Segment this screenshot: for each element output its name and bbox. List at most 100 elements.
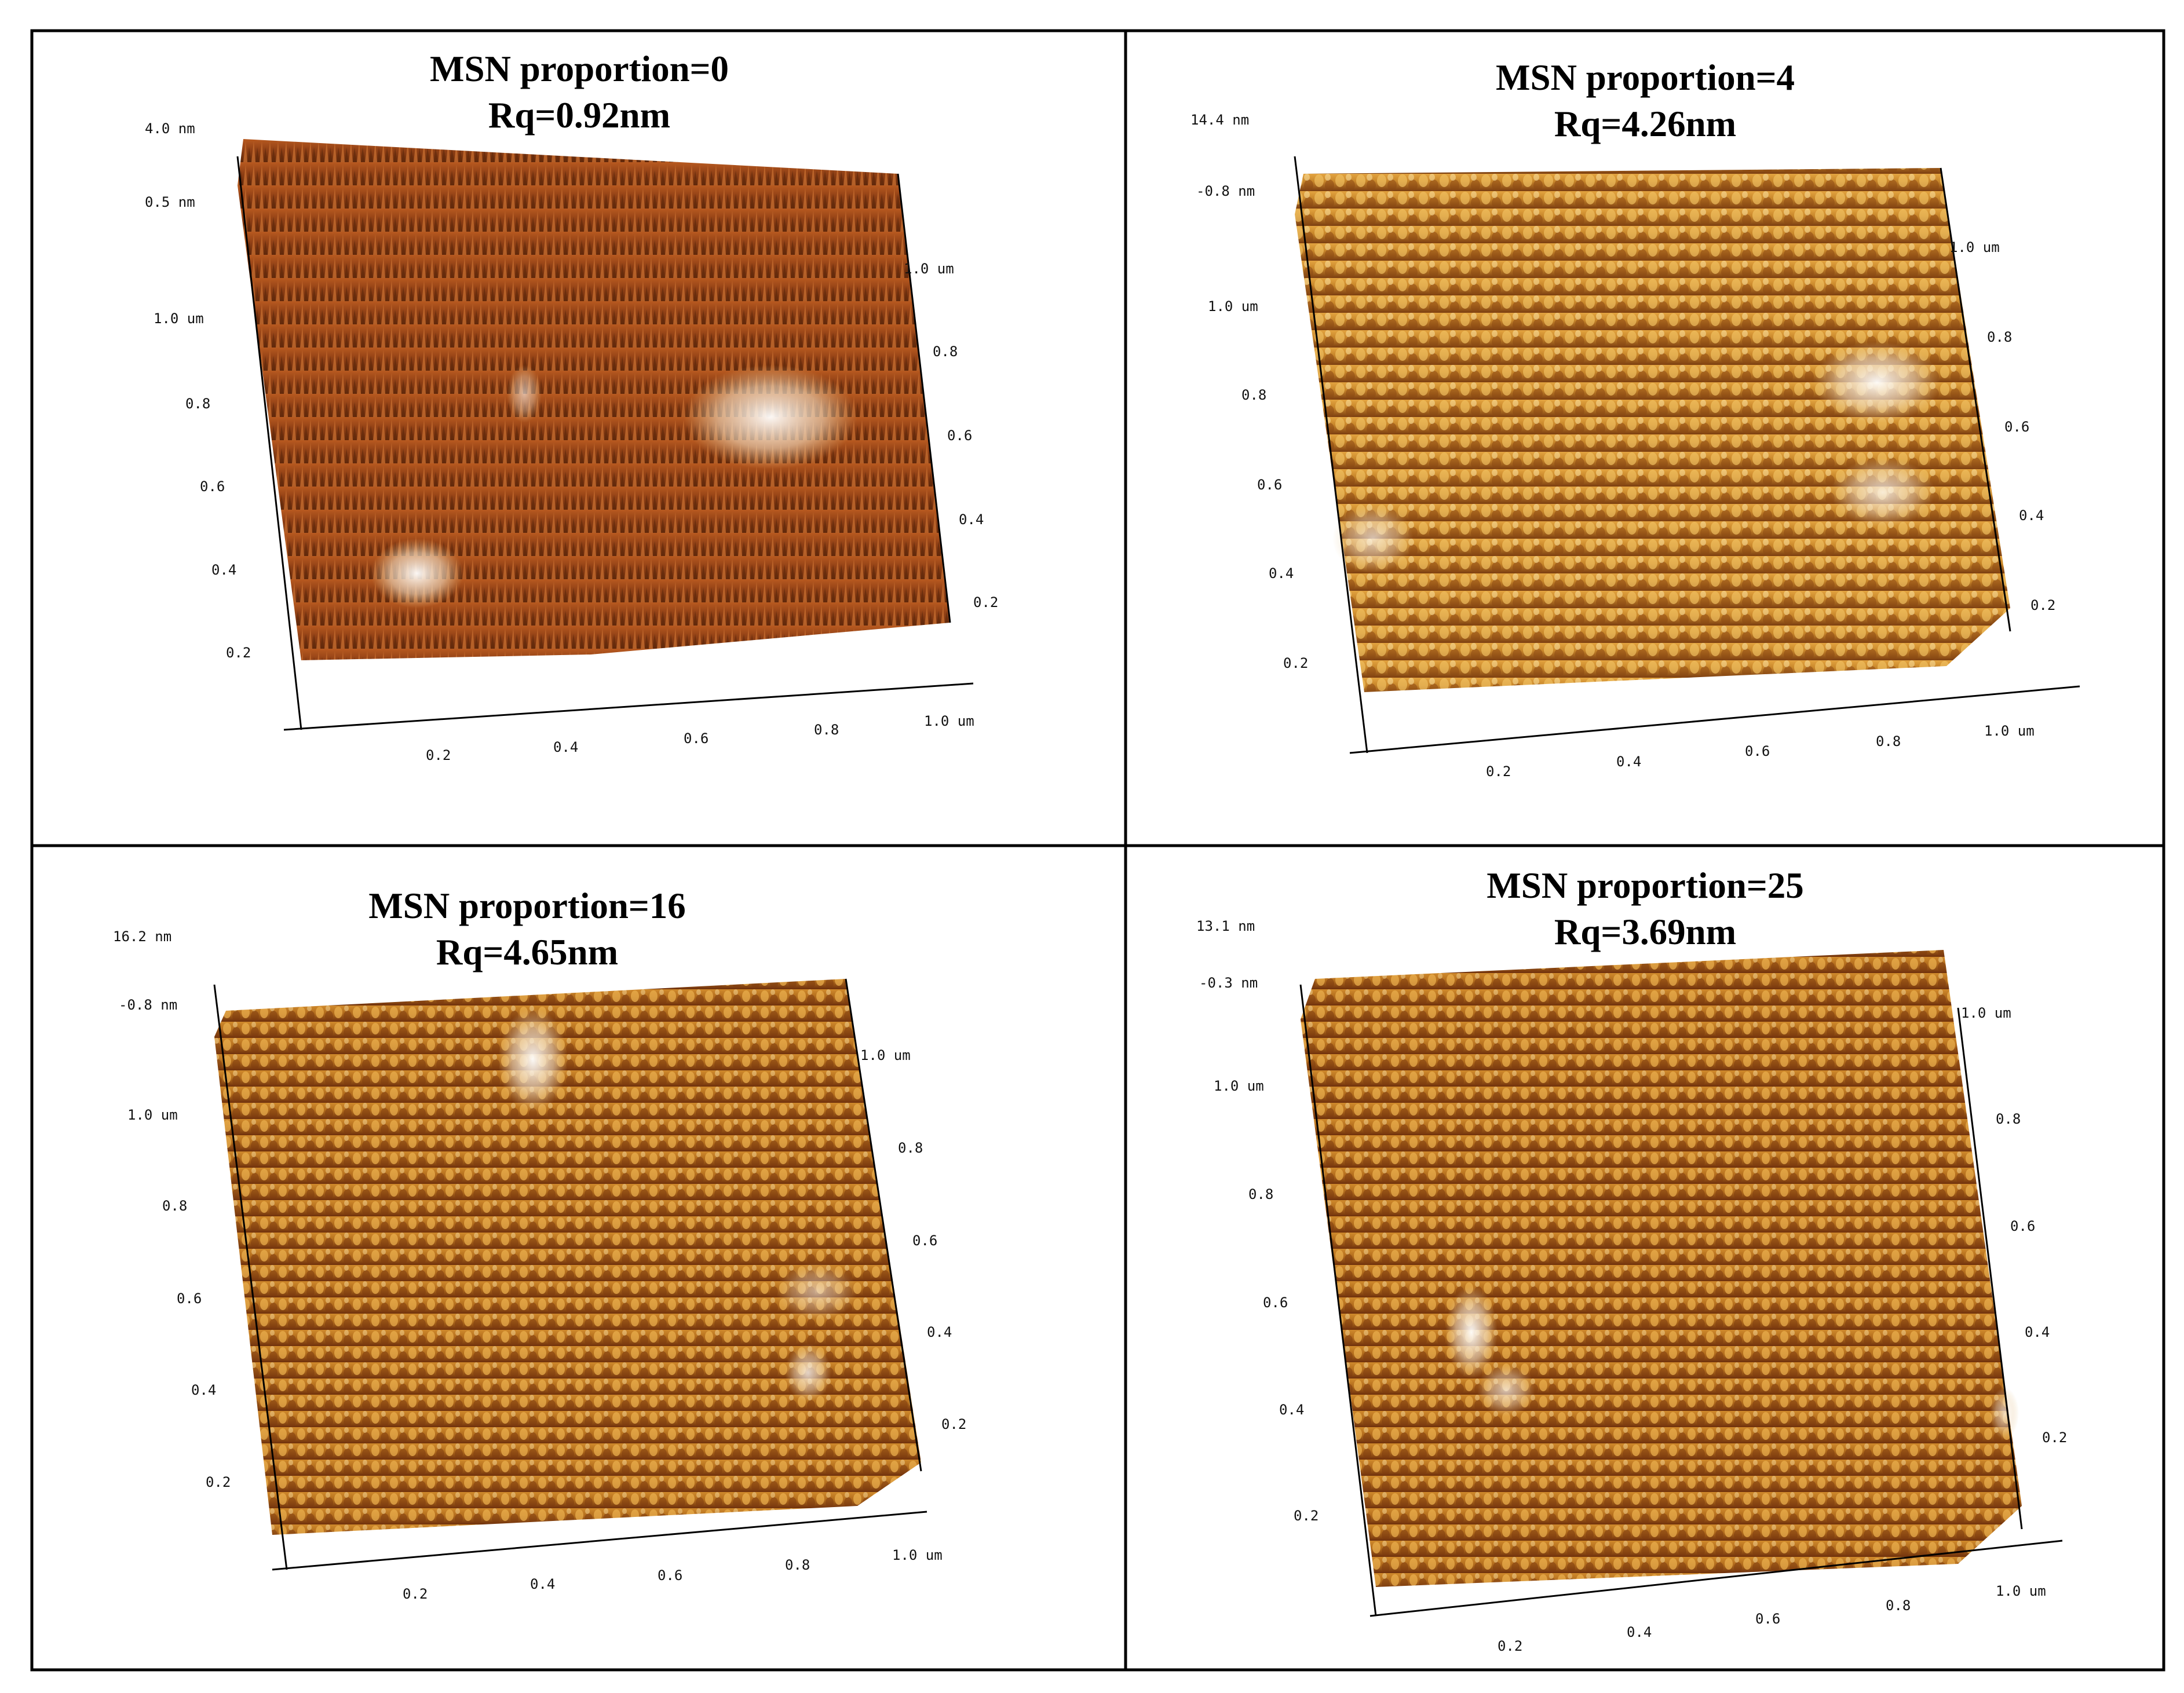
y-tick: 0.2 bbox=[1283, 655, 1308, 671]
right-tick: 1.0 um bbox=[1961, 1005, 2011, 1021]
y-axis bbox=[236, 156, 302, 730]
panel-msn-16: MSN proportion=16 Rq=4.65nm 16.2 nm -0.8… bbox=[113, 886, 966, 1602]
y-tick: 0.4 bbox=[211, 562, 236, 578]
y-tick: 0.8 bbox=[185, 396, 210, 412]
z-max-label: 16.2 nm bbox=[113, 928, 171, 945]
surface-highlight bbox=[776, 1263, 857, 1321]
x-axis bbox=[1369, 1540, 2063, 1617]
right-axis bbox=[845, 978, 922, 1472]
panel-rq: Rq=4.65nm bbox=[436, 932, 618, 972]
y-axis bbox=[1299, 984, 1377, 1617]
right-tick: 1.0 um bbox=[904, 261, 954, 277]
surface-highlight bbox=[371, 539, 463, 608]
x-tick: 1.0 um bbox=[1984, 723, 2035, 739]
panel-msn-0: MSN proportion=0 Rq=0.92nm 4.0 nm 0.5 nm… bbox=[145, 49, 998, 763]
z-mid-label: -0.8 nm bbox=[119, 997, 177, 1013]
y-tick: 0.8 bbox=[1248, 1186, 1273, 1202]
right-tick: 1.0 um bbox=[860, 1047, 911, 1063]
panel-title: MSN proportion=25 bbox=[1487, 865, 1804, 906]
x-tick: 0.4 bbox=[1616, 754, 1641, 770]
y-tick: 0.2 bbox=[1294, 1508, 1319, 1524]
y-tick: 0.2 bbox=[206, 1474, 231, 1490]
panel-title: MSN proportion=4 bbox=[1496, 57, 1795, 98]
z-mid-label: -0.8 nm bbox=[1196, 183, 1255, 199]
right-tick: 0.6 bbox=[912, 1233, 937, 1249]
right-tick: 0.6 bbox=[2004, 419, 2029, 435]
x-axis bbox=[272, 1511, 927, 1571]
surface-highlight bbox=[507, 365, 542, 423]
x-tick: 0.8 bbox=[1876, 733, 1901, 749]
z-mid-label: 0.5 nm bbox=[145, 194, 195, 210]
y-tick: 0.8 bbox=[162, 1198, 187, 1214]
right-axis bbox=[897, 173, 951, 623]
surface-highlight bbox=[1990, 1387, 2019, 1439]
y-tick: 0.4 bbox=[191, 1382, 216, 1398]
right-tick: 0.8 bbox=[1996, 1111, 2021, 1127]
y-tick: 0.6 bbox=[1263, 1295, 1288, 1311]
y-tick: 0.4 bbox=[1279, 1402, 1304, 1418]
panel-msn-4: MSN proportion=4 Rq=4.26nm 14.4 nm -0.8 … bbox=[1190, 57, 2080, 780]
right-tick: 1.0 um bbox=[1949, 239, 2000, 255]
x-tick: 0.8 bbox=[814, 722, 839, 738]
right-tick: 0.8 bbox=[898, 1140, 923, 1156]
y-tick: 0.6 bbox=[200, 478, 225, 495]
x-tick: 1.0 um bbox=[924, 713, 974, 729]
right-tick: 0.2 bbox=[941, 1416, 966, 1432]
z-mid-label: -0.3 nm bbox=[1199, 975, 1258, 991]
y-tick: 0.6 bbox=[1257, 477, 1282, 493]
y-axis bbox=[1294, 156, 1368, 754]
afm-surface bbox=[1295, 168, 2010, 692]
right-tick: 0.2 bbox=[2030, 597, 2055, 613]
x-axis bbox=[283, 682, 974, 731]
x-tick: 0.2 bbox=[1486, 763, 1511, 780]
x-tick: 0.2 bbox=[426, 747, 451, 763]
figure-frame bbox=[30, 29, 2165, 1672]
right-axis bbox=[1940, 167, 2011, 632]
x-tick: 0.6 bbox=[684, 730, 708, 747]
x-tick: 0.4 bbox=[530, 1576, 555, 1592]
y-tick: 0.2 bbox=[226, 645, 251, 661]
right-tick: 0.6 bbox=[2010, 1218, 2035, 1234]
x-tick: 0.8 bbox=[785, 1557, 810, 1573]
x-tick: 0.4 bbox=[1627, 1624, 1652, 1640]
surface-highlight bbox=[1332, 504, 1414, 573]
y-tick: 0.8 bbox=[1241, 387, 1266, 403]
surface-highlight bbox=[1477, 1364, 1535, 1416]
panel-title: MSN proportion=0 bbox=[430, 49, 729, 89]
x-tick: 0.2 bbox=[403, 1586, 428, 1602]
y-tick: 0.4 bbox=[1269, 565, 1294, 582]
x-tick: 0.8 bbox=[1886, 1597, 1911, 1614]
surface-highlight bbox=[498, 1008, 568, 1112]
right-tick: 0.4 bbox=[2019, 507, 2044, 524]
x-tick: 1.0 um bbox=[1996, 1583, 2046, 1599]
y-axis bbox=[213, 984, 288, 1570]
right-tick: 0.2 bbox=[973, 594, 998, 610]
x-tick: 0.4 bbox=[553, 739, 578, 755]
y-tick: 1.0 um bbox=[154, 310, 204, 327]
panel-rq: Rq=4.26nm bbox=[1554, 104, 1736, 144]
y-tick: 1.0 um bbox=[1214, 1078, 1264, 1094]
surface-highlight bbox=[1445, 1286, 1498, 1378]
x-tick: 0.6 bbox=[1755, 1611, 1780, 1627]
right-tick: 0.4 bbox=[959, 511, 984, 528]
panel-title: MSN proportion=16 bbox=[368, 886, 686, 926]
y-tick: 0.6 bbox=[177, 1290, 202, 1307]
right-tick: 0.4 bbox=[2025, 1324, 2050, 1340]
surface-highlight bbox=[1813, 342, 1941, 423]
afm-surface bbox=[1301, 950, 2022, 1587]
right-tick: 0.2 bbox=[2042, 1429, 2067, 1446]
afm-surface bbox=[238, 139, 950, 660]
z-max-label: 13.1 nm bbox=[1196, 918, 1255, 934]
right-tick: 0.6 bbox=[947, 427, 972, 444]
x-tick: 0.2 bbox=[1498, 1638, 1522, 1654]
surface-highlight bbox=[785, 1344, 831, 1402]
x-tick: 1.0 um bbox=[892, 1547, 943, 1563]
x-tick: 0.6 bbox=[658, 1567, 682, 1584]
z-max-label: 14.4 nm bbox=[1190, 112, 1249, 128]
z-max-label: 4.0 nm bbox=[145, 120, 195, 137]
y-tick: 1.0 um bbox=[1208, 298, 1258, 315]
x-tick: 0.6 bbox=[1745, 743, 1770, 759]
y-tick: 1.0 um bbox=[127, 1107, 178, 1123]
